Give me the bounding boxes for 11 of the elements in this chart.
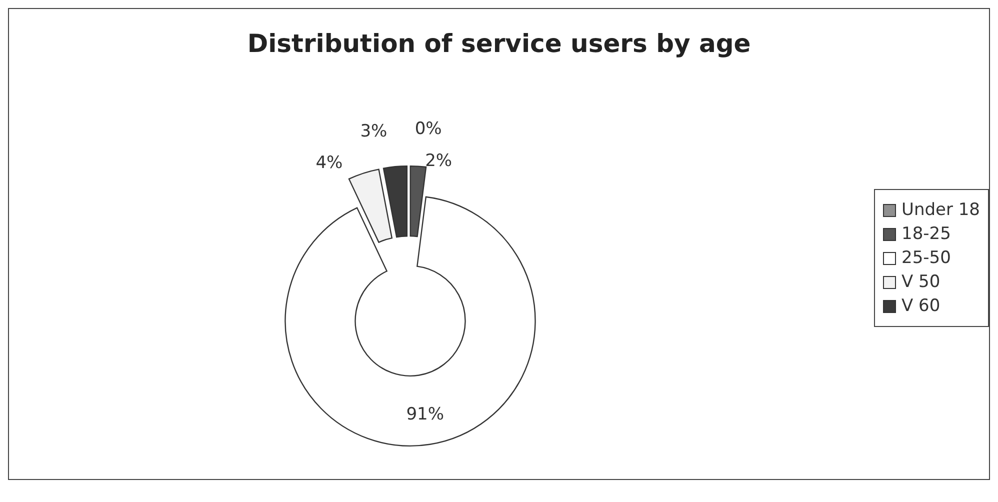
legend-label: V 60 (902, 296, 940, 316)
legend-label: 18-25 (902, 224, 951, 244)
data-label: 91% (406, 404, 444, 425)
data-label: 4% (316, 152, 343, 173)
data-label: 2% (425, 150, 452, 171)
legend-label: Under 18 (902, 200, 980, 220)
legend-label: V 50 (902, 272, 940, 292)
text: 0% (414, 119, 442, 140)
legend-label: 25-50 (902, 248, 951, 268)
chart-title: Distribution of service users by age (246, 29, 752, 58)
data-label: 3% (360, 121, 388, 142)
